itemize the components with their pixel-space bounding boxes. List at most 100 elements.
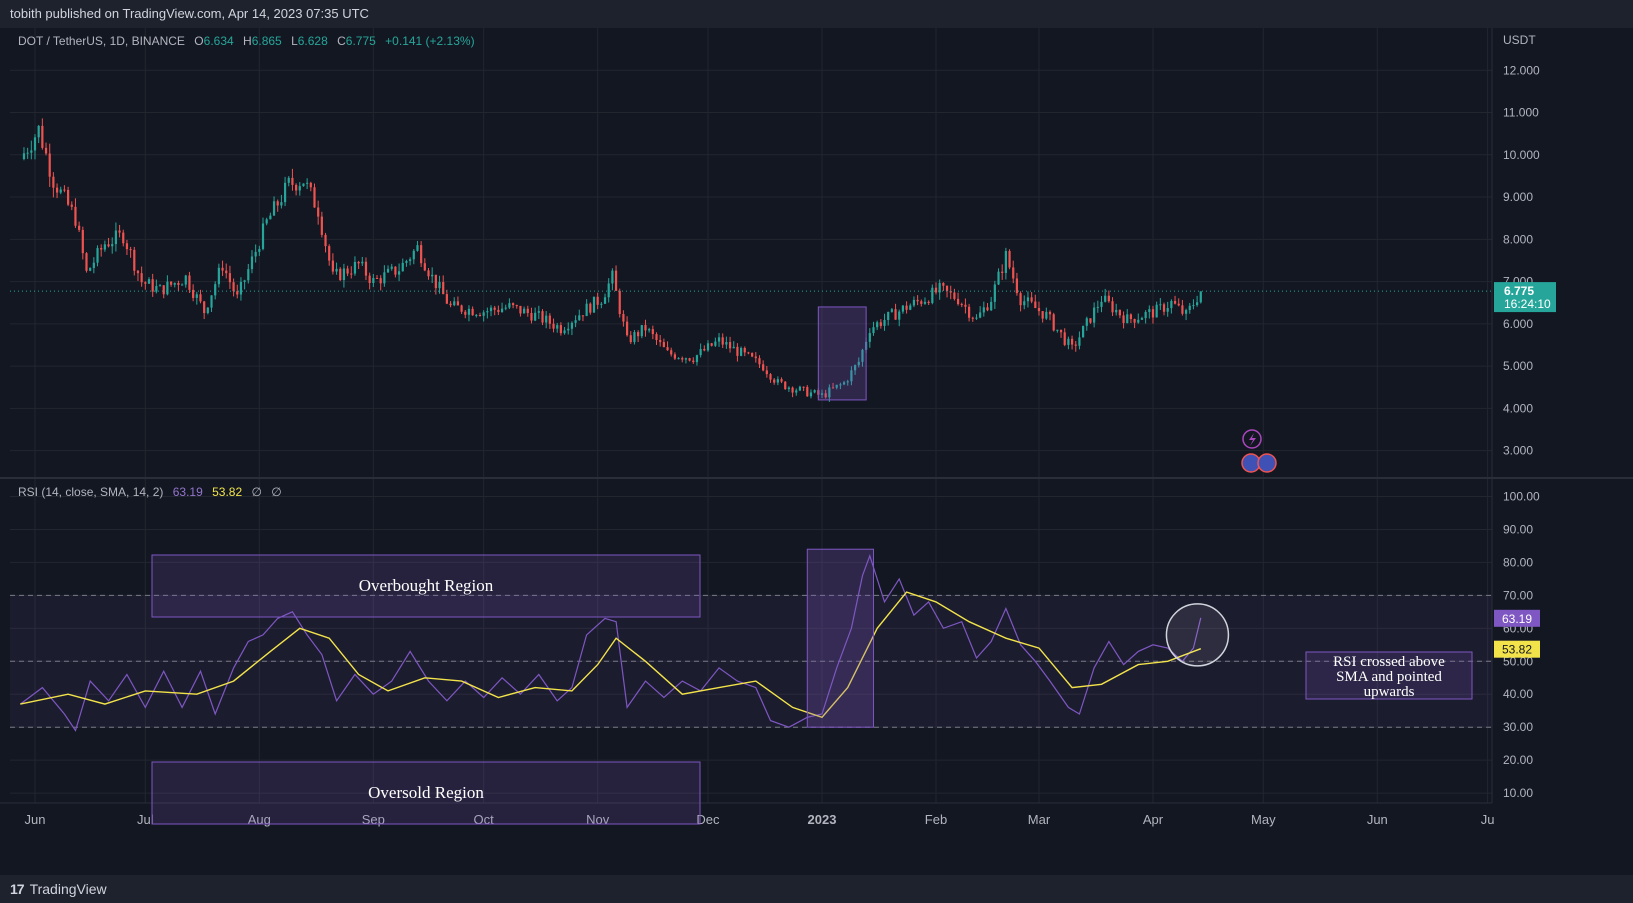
candle-body — [828, 387, 831, 398]
candle-body — [739, 348, 743, 356]
candle-body — [291, 177, 294, 185]
breakout-highlight-box — [817, 306, 867, 401]
candle-body — [960, 304, 963, 306]
candle-body — [438, 282, 441, 289]
candle-body — [548, 315, 551, 324]
candle-body — [644, 325, 647, 331]
candle-body — [100, 248, 103, 250]
candle-body — [784, 381, 787, 390]
candle-body — [758, 358, 761, 365]
candle-body — [1004, 251, 1007, 273]
x-tick-label: Jun — [1367, 812, 1388, 827]
candle-body — [765, 370, 768, 375]
candle-body — [813, 390, 816, 393]
candle-body — [265, 219, 268, 224]
candle-body — [920, 301, 923, 304]
candle-body — [41, 125, 44, 148]
candle-body — [762, 364, 765, 371]
last-price-label: 6.775 — [1504, 284, 1534, 298]
candle-body — [831, 387, 835, 389]
candle-body — [30, 150, 33, 153]
candle-body — [923, 301, 927, 304]
candle-body — [1140, 318, 1144, 320]
candle-body — [695, 355, 699, 363]
rsi-tick-label: 90.00 — [1503, 522, 1533, 536]
candle-body — [147, 279, 151, 284]
candle-body — [114, 230, 118, 245]
candle-body — [22, 153, 26, 160]
x-tick-label: Feb — [925, 812, 947, 827]
candle-body — [445, 294, 448, 304]
rsi-line — [19, 553, 1202, 732]
candle-body — [901, 305, 905, 312]
crossover-note-box — [1305, 651, 1473, 700]
candle-body — [295, 184, 298, 191]
candle-body — [258, 248, 261, 252]
candle-body — [228, 273, 232, 283]
candle-body — [353, 261, 357, 274]
candle-body — [1181, 305, 1184, 314]
rsi-tick-label: 30.00 — [1503, 720, 1533, 734]
grid — [10, 28, 1492, 803]
candle-body — [945, 285, 949, 291]
x-tick-label: Jun — [25, 812, 46, 827]
price-tick-label: 5.000 — [1503, 359, 1533, 373]
candle-body — [581, 315, 585, 317]
rsi-tick-label: 50.00 — [1503, 654, 1533, 668]
candle-body — [1059, 329, 1063, 333]
candle-body — [692, 360, 695, 363]
candle-body — [475, 314, 478, 316]
candle-body — [280, 202, 283, 206]
candle-body — [909, 305, 912, 310]
candle-body — [1170, 300, 1173, 309]
candle-body — [1063, 332, 1066, 345]
x-tick-label: Nov — [586, 812, 610, 827]
candle-body — [607, 283, 610, 298]
crossover-note-text: SMA and pointed — [1336, 669, 1442, 685]
candle-body — [1192, 305, 1195, 307]
candle-body — [997, 271, 1000, 285]
candle-body — [478, 314, 482, 316]
candle-body — [570, 322, 574, 329]
candle-body — [1111, 301, 1114, 313]
candle-body — [673, 354, 677, 359]
candle-body — [887, 311, 890, 321]
candle-body — [140, 273, 143, 283]
main-legend: DOT / TetherUS, 1D, BINANCE O6.634 H6.86… — [18, 34, 481, 48]
candle-body — [449, 303, 452, 306]
sma-value-label: 53.82 — [1502, 643, 1532, 657]
candle-body — [283, 182, 287, 203]
candle-body — [894, 309, 897, 320]
candle-body — [850, 370, 853, 382]
candle-body — [236, 291, 239, 295]
candle-body — [1129, 314, 1133, 320]
candle-body — [732, 346, 735, 349]
candle-body — [1056, 329, 1059, 331]
candle-body — [600, 303, 603, 305]
rsi-value-label: 63.19 — [1502, 612, 1532, 626]
candle-body — [335, 268, 338, 272]
candle-body — [320, 216, 323, 235]
candle-body — [342, 268, 346, 281]
candle-body — [379, 278, 382, 284]
candle-body — [1012, 267, 1015, 279]
candle-body — [302, 183, 305, 187]
chart-canvas[interactable]: Jun Jul Aug Sep Oct Nov Dec 2023 Feb Mar Apr May Jun… — [0, 28, 1633, 875]
rsi-tick-label: 20.00 — [1503, 753, 1533, 767]
candle-body — [559, 325, 562, 334]
candle-body — [199, 294, 202, 302]
candle-body — [350, 273, 353, 275]
candle-body — [519, 305, 522, 314]
candle-body — [324, 234, 327, 247]
candle-body — [578, 315, 581, 321]
candle-body — [1048, 311, 1052, 315]
high-value: 6.865 — [251, 34, 282, 48]
candle-body — [1015, 278, 1019, 294]
candle-body — [361, 261, 364, 264]
candle-body — [1067, 338, 1070, 345]
candle-body — [934, 287, 938, 293]
candle-body — [552, 323, 555, 329]
candle-body — [247, 269, 250, 281]
candle-body — [666, 347, 669, 351]
publish-banner: tobith published on TradingView.com, Apr… — [0, 0, 1633, 28]
